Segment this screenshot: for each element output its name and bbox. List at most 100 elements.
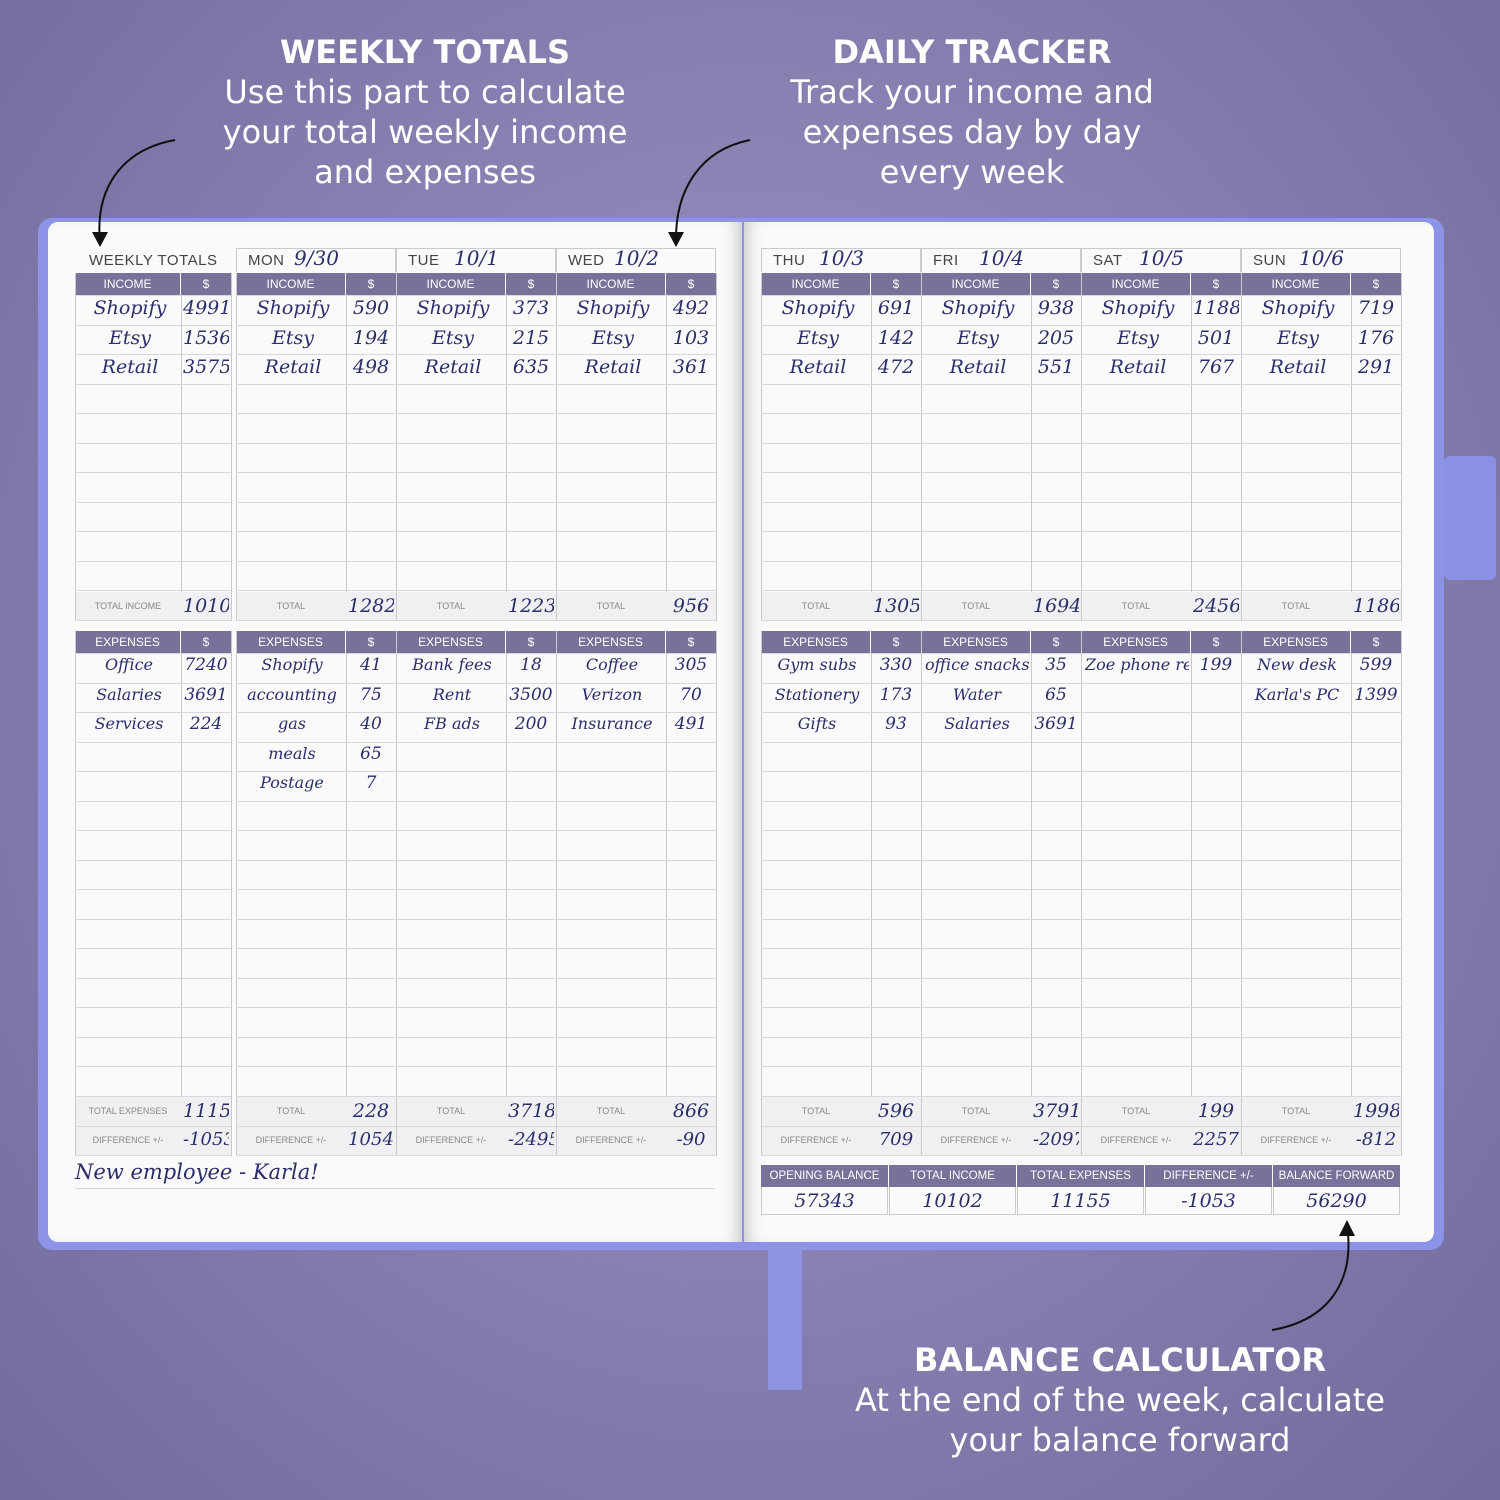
day-header-box	[396, 248, 556, 272]
row-divider	[75, 383, 231, 385]
total-income-label: TOTAL	[801, 601, 831, 611]
total-income-row	[922, 592, 1081, 620]
column-divider	[556, 273, 557, 621]
row-divider	[1241, 442, 1401, 444]
total-income-row	[237, 592, 396, 620]
row-divider	[75, 442, 231, 444]
difference-label: DIFFERENCE +/-	[415, 1135, 487, 1145]
row-divider	[761, 977, 921, 979]
column-divider	[666, 295, 667, 621]
row-divider	[236, 590, 396, 591]
income-label: Etsy	[957, 326, 999, 349]
income-header: INCOME	[75, 273, 180, 295]
column-divider	[231, 631, 232, 1156]
income-label: Retail	[264, 356, 322, 378]
row-divider	[236, 442, 396, 444]
row-divider	[1081, 800, 1241, 802]
elastic-band	[1444, 456, 1496, 580]
column-divider	[716, 631, 717, 1156]
balance-calculator-annotation: BALANCE CALCULATOR At the end of the wee…	[800, 1340, 1440, 1460]
balance-header: OPENING BALANCE	[761, 1165, 888, 1187]
row-divider	[396, 1036, 556, 1038]
currency-header: $	[871, 273, 921, 295]
column-divider	[1351, 295, 1352, 621]
balance-value: 57343	[761, 1187, 888, 1215]
row-divider	[921, 830, 1081, 831]
expense-label: Salaries	[96, 684, 162, 704]
expense-amount: 3691	[1034, 714, 1078, 734]
row-divider	[75, 501, 231, 503]
row-divider	[921, 771, 1081, 772]
difference-label: DIFFERENCE +/-	[255, 1135, 327, 1145]
income-amount: 361	[672, 356, 710, 378]
row-divider	[761, 1155, 921, 1156]
row-divider	[396, 653, 556, 654]
annotation-title: WEEKLY TOTALS	[279, 33, 571, 71]
row-divider	[761, 741, 921, 743]
row-divider	[556, 741, 716, 743]
row-divider	[236, 918, 396, 920]
day-date: 9/30	[294, 246, 339, 270]
column-divider	[1191, 653, 1192, 1156]
row-divider	[1241, 653, 1401, 654]
total-expenses-value: 228	[352, 1100, 390, 1122]
total-expenses-value: 596	[877, 1100, 915, 1122]
row-divider	[75, 712, 231, 713]
row-divider	[761, 653, 921, 654]
total-expenses-value: 866	[672, 1100, 710, 1122]
row-divider	[236, 383, 396, 385]
right-page	[744, 222, 1434, 1242]
row-divider	[1241, 741, 1401, 743]
expenses-header: EXPENSES	[236, 631, 345, 653]
currency-header: $	[506, 273, 556, 295]
row-divider	[1241, 560, 1401, 562]
column-divider	[506, 295, 507, 621]
row-divider	[1241, 948, 1401, 949]
day-label: THU	[773, 252, 806, 269]
row-divider	[1241, 1155, 1401, 1156]
row-divider	[1241, 590, 1401, 591]
currency-header: $	[1191, 631, 1241, 653]
row-divider	[556, 1036, 716, 1038]
balance-value: -1053	[1145, 1187, 1272, 1215]
row-divider	[1081, 859, 1241, 861]
total-income-label: TOTAL	[1121, 601, 1151, 611]
row-divider	[921, 859, 1081, 861]
expense-amount: 599	[1359, 655, 1393, 675]
row-divider	[761, 590, 921, 591]
expense-amount: 65	[360, 743, 382, 764]
column-divider	[181, 653, 182, 1156]
row-divider	[556, 1155, 716, 1156]
expense-amount: 7240	[184, 655, 228, 675]
row-divider	[1081, 620, 1241, 621]
column-divider	[1241, 273, 1242, 621]
row-divider	[556, 531, 716, 532]
difference-value: 709	[878, 1129, 914, 1150]
row-divider	[1241, 712, 1401, 713]
expenses-header: EXPENSES	[556, 631, 665, 653]
row-divider	[396, 531, 556, 532]
income-amount: 142	[877, 326, 915, 349]
income-label: Retail	[1109, 356, 1167, 378]
bookmark-ribbon	[768, 1240, 802, 1390]
row-divider	[761, 859, 921, 861]
expense-amount: 3500	[509, 684, 553, 705]
income-header: INCOME	[556, 273, 665, 295]
row-divider	[1081, 889, 1241, 890]
annotation-line: your balance forward	[949, 1421, 1291, 1459]
row-divider	[921, 383, 1081, 385]
income-header: INCOME	[1241, 273, 1350, 295]
row-divider	[236, 1095, 396, 1097]
arrow-weekly-totals	[98, 139, 176, 243]
row-divider	[556, 590, 716, 591]
annotation-line: every week	[879, 153, 1065, 191]
column-divider	[346, 295, 347, 621]
balance-value: 10102	[889, 1187, 1016, 1215]
day-label: TUE	[408, 252, 440, 269]
column-divider	[346, 653, 347, 1156]
row-divider	[236, 1155, 396, 1156]
arrowhead-icon	[92, 232, 108, 247]
row-divider	[556, 800, 716, 802]
income-label: Etsy	[1277, 326, 1319, 349]
income-amount: 551	[1037, 356, 1075, 378]
